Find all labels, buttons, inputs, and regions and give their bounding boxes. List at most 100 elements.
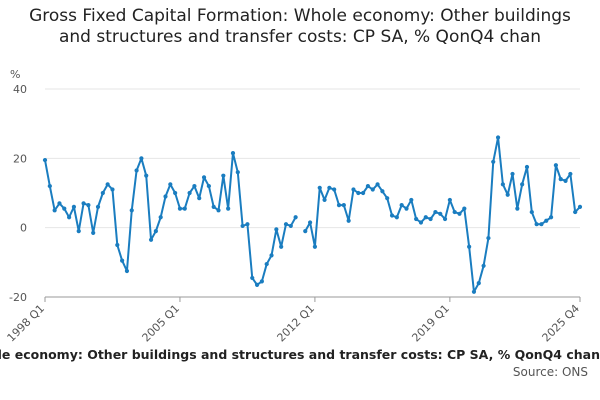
data-point bbox=[356, 190, 361, 196]
data-point bbox=[211, 204, 216, 209]
data-point bbox=[336, 203, 342, 208]
x-tick-label: 1998 Q1 bbox=[5, 302, 48, 345]
data-point bbox=[510, 171, 515, 177]
data-point bbox=[394, 215, 399, 220]
data-point bbox=[312, 244, 318, 249]
chart-footer: Gross Fixed Capital Formation: Whole eco… bbox=[0, 347, 600, 383]
data-point bbox=[177, 206, 183, 211]
data-point bbox=[370, 187, 375, 192]
data-point bbox=[76, 229, 81, 234]
data-point bbox=[428, 216, 433, 222]
data-point bbox=[110, 187, 115, 192]
data-point bbox=[577, 204, 583, 209]
data-point bbox=[505, 192, 510, 197]
data-point bbox=[42, 157, 48, 163]
data-point bbox=[307, 220, 313, 225]
x-tick-label: 2019 Q1 bbox=[409, 302, 452, 345]
data-point bbox=[226, 206, 231, 211]
data-point bbox=[515, 206, 520, 211]
data-point bbox=[462, 206, 467, 211]
data-point bbox=[254, 282, 260, 287]
data-point bbox=[447, 197, 452, 203]
data-point bbox=[173, 190, 178, 196]
data-point bbox=[144, 173, 149, 178]
data-point bbox=[250, 275, 255, 281]
data-point bbox=[529, 209, 534, 215]
data-point bbox=[341, 203, 346, 208]
data-point bbox=[52, 208, 57, 213]
data-point bbox=[148, 237, 154, 242]
x-tick-label: 2025 Q4 bbox=[540, 302, 583, 345]
data-point bbox=[264, 261, 269, 267]
data-point bbox=[187, 190, 192, 196]
data-point bbox=[563, 178, 568, 183]
data-point bbox=[279, 244, 284, 249]
data-point bbox=[182, 206, 187, 211]
data-point bbox=[67, 215, 72, 220]
data-point bbox=[433, 209, 438, 215]
data-point bbox=[380, 189, 385, 194]
y-tick-label: -20 bbox=[9, 291, 27, 304]
data-point bbox=[573, 209, 578, 215]
data-point bbox=[158, 215, 163, 220]
series-line bbox=[44, 136, 581, 293]
data-point bbox=[317, 185, 322, 190]
data-point bbox=[327, 185, 332, 190]
data-point bbox=[95, 204, 101, 209]
data-point bbox=[57, 201, 62, 206]
data-point bbox=[558, 177, 563, 182]
data-point bbox=[168, 182, 173, 187]
data-point bbox=[471, 289, 477, 294]
data-point bbox=[245, 222, 250, 227]
data-point bbox=[524, 164, 530, 170]
data-point bbox=[192, 183, 197, 189]
source-label: Source: ONS bbox=[512, 365, 588, 379]
data-point bbox=[438, 211, 443, 216]
data-point bbox=[375, 182, 380, 187]
x-tick-label: 2012 Q1 bbox=[274, 302, 317, 345]
data-point bbox=[414, 216, 419, 222]
data-point bbox=[486, 235, 491, 241]
data-point bbox=[553, 163, 559, 168]
data-point bbox=[105, 182, 110, 187]
data-point bbox=[423, 215, 428, 220]
data-point bbox=[491, 159, 496, 164]
data-point bbox=[62, 206, 67, 211]
data-point bbox=[452, 209, 457, 215]
y-tick-label: 40 bbox=[13, 83, 27, 96]
data-point bbox=[409, 197, 414, 203]
data-point bbox=[495, 135, 501, 140]
data-point bbox=[346, 218, 351, 223]
data-point bbox=[303, 229, 308, 234]
data-point bbox=[385, 196, 390, 201]
data-point bbox=[365, 183, 371, 189]
data-point bbox=[91, 230, 96, 235]
data-point bbox=[153, 229, 158, 234]
data-point bbox=[457, 211, 462, 216]
x-tick-label: 2005 Q1 bbox=[140, 302, 183, 345]
series bbox=[42, 135, 583, 294]
data-point bbox=[216, 208, 221, 213]
data-point bbox=[539, 222, 544, 227]
data-point bbox=[115, 242, 120, 248]
data-point bbox=[442, 216, 448, 222]
data-point bbox=[100, 190, 105, 196]
data-point bbox=[548, 215, 554, 220]
data-point bbox=[163, 194, 168, 199]
data-point bbox=[293, 215, 298, 220]
data-point bbox=[259, 279, 264, 284]
data-point bbox=[269, 253, 274, 258]
data-point bbox=[230, 151, 236, 156]
data-point bbox=[129, 208, 134, 213]
data-point bbox=[81, 201, 86, 206]
data-point bbox=[568, 171, 573, 177]
data-point bbox=[221, 173, 226, 178]
data-point bbox=[404, 206, 409, 211]
data-point bbox=[201, 175, 207, 180]
data-point bbox=[389, 213, 395, 218]
data-point bbox=[235, 170, 240, 175]
data-point bbox=[418, 220, 424, 225]
data-point bbox=[481, 263, 486, 268]
chart-title: Gross Fixed Capital Formation: Whole eco… bbox=[29, 6, 571, 47]
data-point bbox=[274, 227, 279, 232]
